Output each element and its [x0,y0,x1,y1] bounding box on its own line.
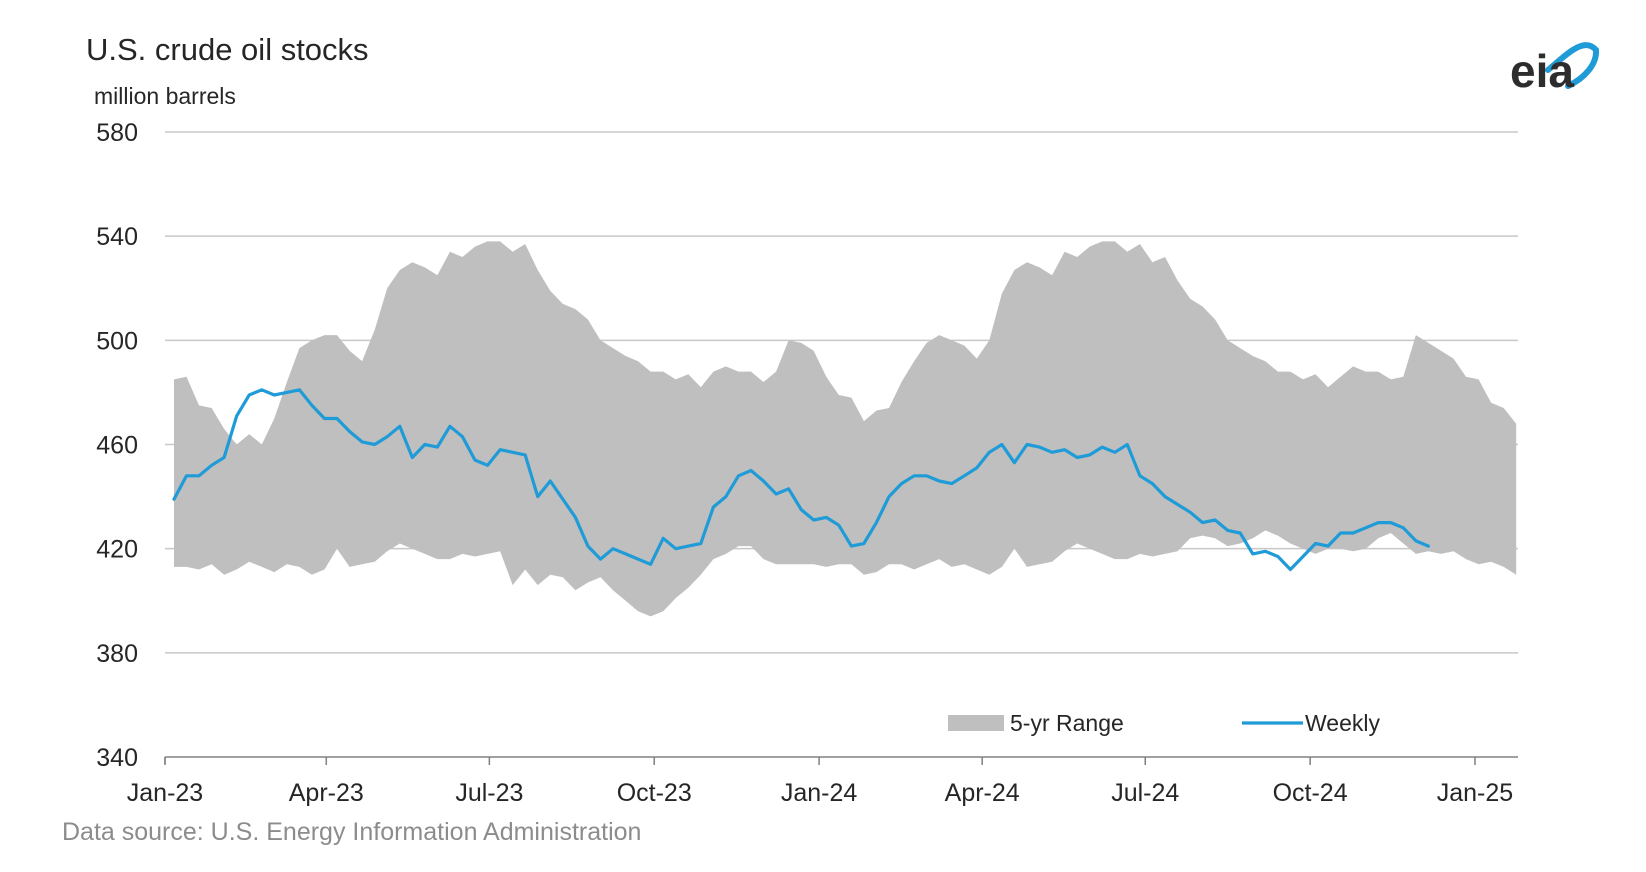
y-tick-label: 580 [96,119,138,147]
legend-swatch-range [948,715,1004,731]
y-tick-label: 420 [96,536,138,564]
y-tick-label: 500 [96,327,138,355]
x-tick-label: Oct-24 [1273,779,1348,807]
x-tick-label: Apr-24 [945,779,1020,807]
y-tick-label: 540 [96,223,138,251]
legend-label-weekly: Weekly [1305,710,1380,736]
y-axis-unit-label: million barrels [94,83,236,109]
eia-logo-swoosh-icon [1545,42,1600,89]
eia-logo-text: eia [1510,45,1574,97]
x-tick-label: Jan-24 [781,779,858,807]
x-tick-label: Apr-23 [289,779,364,807]
x-tick-label: Jul-24 [1111,779,1179,807]
y-tick-label: 340 [96,744,138,772]
data-source-note: Data source: U.S. Energy Information Adm… [62,818,641,846]
weekly-series-line [172,388,1431,572]
y-tick-label: 460 [96,432,138,460]
axes [164,756,1518,764]
legend-label-range: 5-yr Range [1010,710,1124,736]
x-tick-label: Jan-23 [127,779,203,807]
x-tick-label: Jul-23 [455,779,523,807]
y-tick-label: 380 [96,640,138,668]
eia-logo: eia [1510,42,1600,97]
y-tick-labels: 580 540 500 460 420 380 340 [96,119,138,772]
x-tick-label: Jan-25 [1437,779,1513,807]
x-tick-labels: Jan-23 Apr-23 Jul-23 Oct-23 Jan-24 Apr-24 Jul-… [127,757,1513,807]
x-tick-label: Oct-23 [617,779,692,807]
chart-title: U.S. crude oil stocks [86,32,369,67]
five-year-range-area [174,241,1517,617]
legend: 5-yr Range Weekly [948,710,1380,736]
